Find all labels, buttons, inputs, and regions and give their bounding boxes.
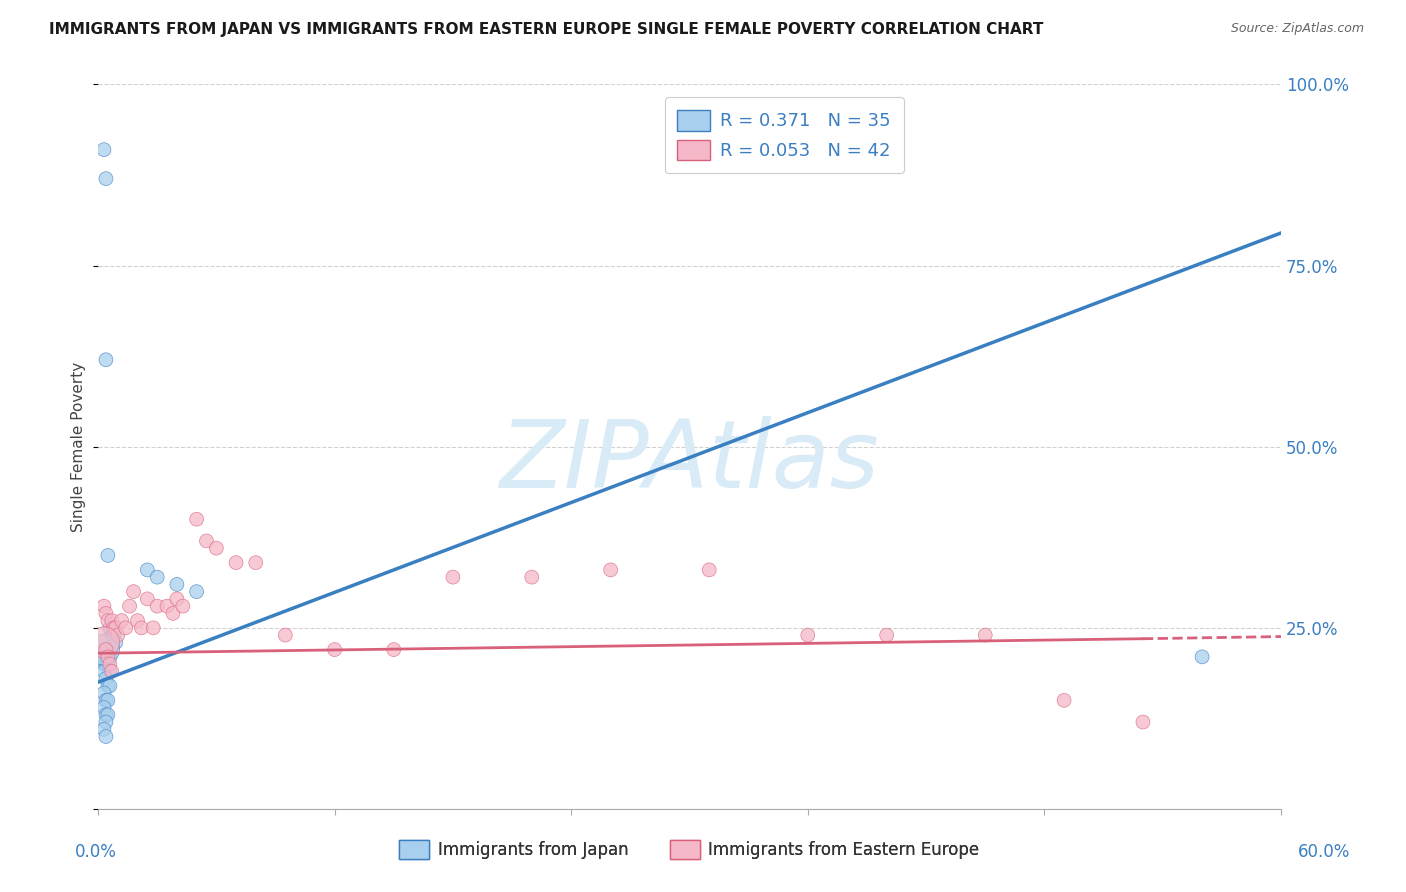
Point: [127, 614, 149, 628]
Point: [520, 570, 543, 584]
Point: [93, 642, 115, 657]
Point: [93, 635, 115, 649]
Point: [94, 714, 117, 729]
Point: [98, 621, 121, 635]
Point: [94, 707, 117, 722]
Point: [323, 642, 346, 657]
Point: [195, 533, 218, 548]
Point: [97, 649, 120, 664]
Point: [98, 649, 121, 664]
Text: ZIPAtlas: ZIPAtlas: [499, 416, 879, 507]
Point: [93, 657, 115, 671]
Point: [94, 352, 117, 367]
Point: [382, 642, 405, 657]
Text: 0.0%: 0.0%: [75, 843, 117, 861]
Point: [101, 628, 124, 642]
Point: [101, 665, 124, 679]
Point: [98, 657, 121, 671]
Text: Source: ZipAtlas.com: Source: ZipAtlas.com: [1230, 22, 1364, 36]
Point: [94, 642, 117, 657]
Point: [166, 591, 188, 606]
Point: [101, 614, 124, 628]
Point: [93, 686, 115, 700]
Point: [97, 707, 120, 722]
Point: [114, 621, 136, 635]
Point: [94, 607, 117, 621]
Point: [245, 556, 267, 570]
Point: [225, 556, 247, 570]
Point: [103, 628, 125, 642]
Point: [186, 584, 208, 599]
Point: [97, 657, 120, 671]
Point: [1191, 649, 1213, 664]
Point: [97, 693, 120, 707]
Point: [697, 563, 720, 577]
Point: [136, 563, 159, 577]
Point: [94, 730, 117, 744]
Point: [94, 693, 117, 707]
Point: [97, 614, 120, 628]
Point: [111, 614, 134, 628]
Point: [797, 628, 820, 642]
Point: [93, 642, 115, 657]
Point: [146, 570, 169, 584]
Point: [93, 599, 115, 614]
Point: [93, 143, 115, 157]
Point: [146, 599, 169, 614]
Point: [122, 584, 145, 599]
Point: [97, 649, 120, 664]
Point: [131, 621, 153, 635]
Point: [136, 591, 159, 606]
Text: IMMIGRANTS FROM JAPAN VS IMMIGRANTS FROM EASTERN EUROPE SINGLE FEMALE POVERTY CO: IMMIGRANTS FROM JAPAN VS IMMIGRANTS FROM…: [49, 22, 1043, 37]
Point: [94, 672, 117, 686]
Point: [97, 549, 120, 563]
Point: [162, 607, 184, 621]
Point: [98, 679, 121, 693]
Point: [94, 657, 117, 671]
Point: [97, 679, 120, 693]
Point: [974, 628, 997, 642]
Point: [166, 577, 188, 591]
Point: [103, 621, 125, 635]
Point: [98, 665, 121, 679]
Point: [876, 628, 898, 642]
Point: [93, 723, 115, 737]
Point: [104, 635, 127, 649]
Point: [94, 649, 117, 664]
Point: [107, 628, 129, 642]
Point: [93, 665, 115, 679]
Point: [94, 171, 117, 186]
Point: [156, 599, 179, 614]
Point: [142, 621, 165, 635]
Point: [441, 570, 464, 584]
Point: [118, 599, 141, 614]
Point: [599, 563, 621, 577]
Point: [274, 628, 297, 642]
Text: 60.0%: 60.0%: [1298, 843, 1351, 861]
Point: [93, 700, 115, 714]
Point: [172, 599, 194, 614]
Point: [1053, 693, 1076, 707]
Y-axis label: Single Female Poverty: Single Female Poverty: [72, 361, 86, 532]
Point: [104, 621, 127, 635]
Point: [1132, 714, 1154, 729]
Point: [186, 512, 208, 526]
Point: [205, 541, 228, 556]
Legend: Immigrants from Japan, Immigrants from Eastern Europe: Immigrants from Japan, Immigrants from E…: [392, 833, 986, 866]
